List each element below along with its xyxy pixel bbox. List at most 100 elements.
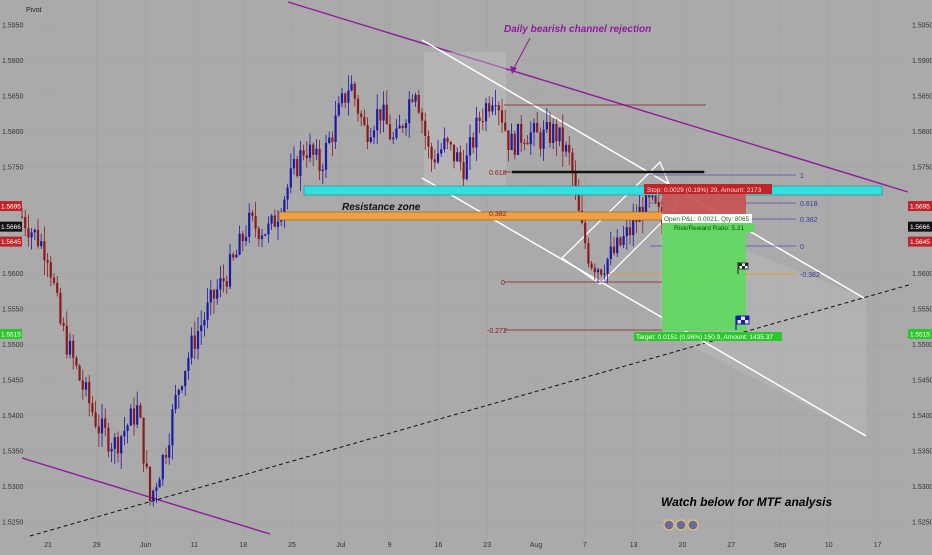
candle-body [36,229,40,247]
candle-body [363,116,366,125]
y-tick-left: 1.5500 [2,342,24,349]
candle-body [449,141,452,145]
candle-body [465,155,468,180]
x-tick-label: Sep [774,542,787,549]
candle-body [232,254,235,258]
rising-trendline[interactable] [29,283,913,537]
candle-body [331,137,334,142]
candle-body [654,195,657,203]
rr-label: Risk/Reward Ratio: 5.21 [674,225,744,232]
y-tick-right: 1.5550 [912,307,932,314]
stop-label: Stop: 0.0029 (0.19%) 29, Amount: 2173 [647,187,762,194]
candle-body [632,217,635,236]
candle-body [558,127,561,142]
candle-body [388,124,392,140]
candle-body [65,325,68,355]
candle-body [536,122,539,133]
candle-body [120,436,123,454]
price-badge-right [908,221,932,232]
candle-body [500,110,504,123]
x-axis[interactable]: 21 29 Jun 11 18 25 Jul 9 16 23 Aug 7 13 20 27 Sep 10 17 [44,542,881,549]
candle-body [366,124,369,142]
candle-body [126,425,129,431]
fib-label-right-0: 0 [800,244,804,251]
candle-body [497,105,500,111]
x-tick-label: 11 [191,542,198,549]
candle-body [628,227,632,236]
candle-body [203,319,206,326]
candle-body [94,412,97,427]
orange-zone-band[interactable] [278,211,666,221]
candle-body [491,105,494,112]
candle-body [552,123,555,144]
fib-label-left-0: 0 [501,280,505,287]
candle-body [68,340,72,355]
y-tick-left: 1.5800 [2,129,24,136]
candle-body [619,237,622,246]
candle-body [305,155,308,158]
y-axis-right[interactable]: 1.5950 1.5900 1.5850 1.5800 1.5750 1.5600 1.55… [912,22,932,526]
bearish-channel-lower-line[interactable] [21,457,271,535]
resistance-zone-label: Resistance zone [342,202,421,213]
candle-body [161,454,164,480]
footer-note: Watch below for MTF analysis [661,495,832,509]
price-badge-left [0,201,22,212]
candle-body [494,105,497,107]
candle-body [411,99,414,102]
candle-body [353,83,356,99]
candle-body [328,137,331,144]
candle-body [545,122,548,130]
candle-body [657,202,660,207]
candle-body [478,117,481,122]
candle-body [344,93,347,103]
candle-body [542,129,545,149]
descending-channel-lower[interactable] [421,177,867,437]
candle-body [520,123,523,143]
candle-body [651,195,654,198]
candle-body [504,122,507,131]
y-axis-left[interactable]: 1.5950 1.5900 1.5850 1.5800 1.5750 1.5600 1.55… [2,22,24,526]
candle-body [417,94,420,113]
y-tick-right: 1.5850 [912,93,932,100]
y-tick-left: 1.5400 [2,413,24,420]
y-tick-right: 1.5900 [912,58,932,65]
candle-body [561,127,564,152]
candle-body [52,277,56,283]
x-tick-label: 10 [825,542,833,549]
candle-body [148,466,152,502]
candle-body [123,430,126,437]
target-zone[interactable] [662,217,746,331]
candle-body [616,237,619,254]
candle-body [251,212,254,216]
candle-body [462,162,465,180]
bearish-channel-upper-line[interactable] [287,1,909,193]
candle-body [433,159,436,163]
candle-body [107,427,110,452]
candle-body [46,260,49,263]
resistance-zone-band[interactable] [303,185,883,196]
target-label: Target: 0.0151 (0.96%) 150.9, Amount: 14… [636,334,773,341]
x-tick-label: 16 [435,542,443,549]
price-badge-left [0,221,22,232]
candle-body [209,289,212,303]
y-tick-left: 1.5850 [2,93,24,100]
x-tick-label: Jun [140,542,151,549]
price-badge-left-text: 1.5515 [1,331,21,338]
y-tick-right: 1.5450 [912,378,932,385]
candle-body [184,370,187,387]
price-badge-right-text: 1.5666 [910,224,930,231]
price-badge-right-text: 1.5645 [910,239,930,246]
x-tick-label: Aug [530,542,543,549]
candle-body [84,382,88,390]
descending-channel-upper[interactable] [421,39,865,299]
candle-body [292,159,296,169]
candle-body [88,382,91,404]
price-badge-left [0,236,22,247]
candle-body [260,235,264,240]
y-tick-right: 1.5950 [912,22,932,29]
candle-body [212,289,216,299]
candle-body [40,241,43,247]
candle-body [555,123,558,142]
